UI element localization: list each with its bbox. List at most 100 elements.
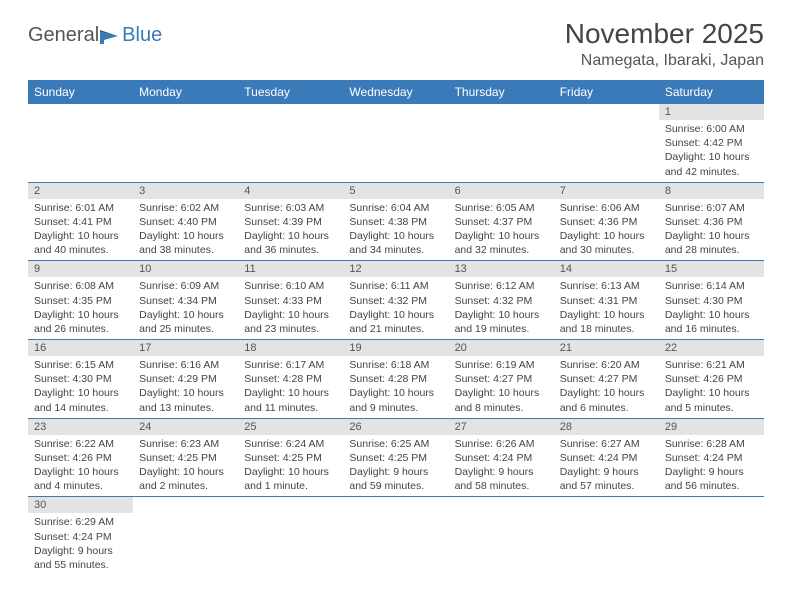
page-header: General Blue November 2025 Namegata, Iba…: [28, 18, 764, 70]
cell-line: Daylight: 10 hours: [139, 386, 232, 400]
cell-body: [343, 120, 448, 125]
day-number: 5: [343, 183, 448, 199]
cell-body: Sunrise: 6:26 AMSunset: 4:24 PMDaylight:…: [449, 435, 554, 497]
cell-body: Sunrise: 6:20 AMSunset: 4:27 PMDaylight:…: [554, 356, 659, 418]
cell-body: [343, 513, 448, 518]
cell-body: [659, 513, 764, 518]
cell-line: Daylight: 9 hours: [34, 544, 127, 558]
day-number: 9: [28, 261, 133, 277]
calendar-cell: 22Sunrise: 6:21 AMSunset: 4:26 PMDayligh…: [659, 340, 764, 419]
calendar-row: 2Sunrise: 6:01 AMSunset: 4:41 PMDaylight…: [28, 182, 764, 261]
cell-line: Sunset: 4:26 PM: [665, 372, 758, 386]
day-number: 23: [28, 419, 133, 435]
cell-line: and 6 minutes.: [560, 401, 653, 415]
calendar-cell: [133, 497, 238, 575]
weekday-header-row: Sunday Monday Tuesday Wednesday Thursday…: [28, 80, 764, 104]
weekday-header: Monday: [133, 80, 238, 104]
cell-line: Sunset: 4:39 PM: [244, 215, 337, 229]
cell-line: and 30 minutes.: [560, 243, 653, 257]
cell-body: Sunrise: 6:09 AMSunset: 4:34 PMDaylight:…: [133, 277, 238, 339]
cell-body: [449, 513, 554, 518]
day-number: [28, 104, 133, 120]
cell-line: Sunrise: 6:05 AM: [455, 201, 548, 215]
cell-line: Sunset: 4:41 PM: [34, 215, 127, 229]
cell-body: Sunrise: 6:14 AMSunset: 4:30 PMDaylight:…: [659, 277, 764, 339]
cell-line: Sunrise: 6:11 AM: [349, 279, 442, 293]
calendar-cell: [343, 497, 448, 575]
cell-line: Sunset: 4:40 PM: [139, 215, 232, 229]
calendar-cell: 23Sunrise: 6:22 AMSunset: 4:26 PMDayligh…: [28, 418, 133, 497]
cell-body: Sunrise: 6:15 AMSunset: 4:30 PMDaylight:…: [28, 356, 133, 418]
cell-line: Sunset: 4:32 PM: [455, 294, 548, 308]
cell-line: Sunrise: 6:22 AM: [34, 437, 127, 451]
calendar-cell: 8Sunrise: 6:07 AMSunset: 4:36 PMDaylight…: [659, 182, 764, 261]
calendar-cell: [238, 497, 343, 575]
cell-body: Sunrise: 6:10 AMSunset: 4:33 PMDaylight:…: [238, 277, 343, 339]
cell-line: Daylight: 10 hours: [455, 386, 548, 400]
cell-line: and 11 minutes.: [244, 401, 337, 415]
logo-text-2: Blue: [122, 24, 162, 47]
day-number: 26: [343, 419, 448, 435]
cell-line: Sunrise: 6:15 AM: [34, 358, 127, 372]
day-number: [238, 497, 343, 513]
cell-line: Daylight: 10 hours: [349, 229, 442, 243]
day-number: [659, 497, 764, 513]
cell-line: Daylight: 10 hours: [244, 386, 337, 400]
cell-body: Sunrise: 6:16 AMSunset: 4:29 PMDaylight:…: [133, 356, 238, 418]
cell-line: and 18 minutes.: [560, 322, 653, 336]
cell-line: and 25 minutes.: [139, 322, 232, 336]
cell-line: and 38 minutes.: [139, 243, 232, 257]
day-number: [343, 497, 448, 513]
weekday-header: Wednesday: [343, 80, 448, 104]
day-number: [449, 104, 554, 120]
cell-line: Sunset: 4:31 PM: [560, 294, 653, 308]
cell-line: Sunrise: 6:18 AM: [349, 358, 442, 372]
calendar-cell: 13Sunrise: 6:12 AMSunset: 4:32 PMDayligh…: [449, 261, 554, 340]
calendar-cell: 15Sunrise: 6:14 AMSunset: 4:30 PMDayligh…: [659, 261, 764, 340]
cell-line: Daylight: 10 hours: [560, 386, 653, 400]
cell-body: Sunrise: 6:21 AMSunset: 4:26 PMDaylight:…: [659, 356, 764, 418]
cell-line: and 42 minutes.: [665, 165, 758, 179]
cell-line: Sunrise: 6:09 AM: [139, 279, 232, 293]
cell-line: Sunset: 4:26 PM: [34, 451, 127, 465]
calendar-row: 23 Sunrise: 6:22 AMSunset: 4:26 PM Dayligh…: [28, 418, 764, 497]
cell-line: and 59 minutes.: [349, 479, 442, 493]
calendar-cell: 11Sunrise: 6:10 AMSunset: 4:33 PMDayligh…: [238, 261, 343, 340]
cell-line: Daylight: 10 hours: [665, 229, 758, 243]
calendar-cell: [449, 497, 554, 575]
cell-line: and 8 minutes.: [455, 401, 548, 415]
cell-line: Sunrise: 6:06 AM: [560, 201, 653, 215]
calendar-cell: 25Sunrise: 6:24 AMSunset: 4:25 PMDayligh…: [238, 418, 343, 497]
day-number: 14: [554, 261, 659, 277]
cell-line: Sunset: 4:27 PM: [560, 372, 653, 386]
cell-line: Daylight: 10 hours: [34, 229, 127, 243]
cell-line: and 56 minutes.: [665, 479, 758, 493]
calendar-cell: 20Sunrise: 6:19 AMSunset: 4:27 PMDayligh…: [449, 340, 554, 419]
cell-body: Sunrise: 6:28 AMSunset: 4:24 PMDaylight:…: [659, 435, 764, 497]
calendar-cell: 28Sunrise: 6:27 AMSunset: 4:24 PMDayligh…: [554, 418, 659, 497]
cell-line: Daylight: 10 hours: [244, 308, 337, 322]
cell-line: Daylight: 10 hours: [349, 386, 442, 400]
calendar-row: 16Sunrise: 6:15 AMSunset: 4:30 PMDayligh…: [28, 340, 764, 419]
cell-line: Sunrise: 6:13 AM: [560, 279, 653, 293]
cell-line: and 14 minutes.: [34, 401, 127, 415]
cell-line: Daylight: 10 hours: [34, 308, 127, 322]
calendar-cell: 19Sunrise: 6:18 AMSunset: 4:28 PMDayligh…: [343, 340, 448, 419]
calendar-cell: [133, 104, 238, 182]
cell-line: Daylight: 10 hours: [560, 229, 653, 243]
day-number: 15: [659, 261, 764, 277]
cell-body: [28, 120, 133, 125]
cell-line: Sunset: 4:27 PM: [455, 372, 548, 386]
day-number: 3: [133, 183, 238, 199]
flag-icon: [100, 27, 120, 41]
cell-body: Sunrise: 6:19 AMSunset: 4:27 PMDaylight:…: [449, 356, 554, 418]
cell-line: Daylight: 10 hours: [34, 386, 127, 400]
cell-line: Sunrise: 6:01 AM: [34, 201, 127, 215]
cell-line: Daylight: 10 hours: [665, 386, 758, 400]
cell-body: Sunrise: 6:01 AMSunset: 4:41 PMDaylight:…: [28, 199, 133, 261]
cell-line: Daylight: 10 hours: [139, 465, 232, 479]
day-number: 29: [659, 419, 764, 435]
cell-body: Sunrise: 6:07 AMSunset: 4:36 PMDaylight:…: [659, 199, 764, 261]
cell-body: [554, 120, 659, 125]
calendar-cell: 7Sunrise: 6:06 AMSunset: 4:36 PMDaylight…: [554, 182, 659, 261]
